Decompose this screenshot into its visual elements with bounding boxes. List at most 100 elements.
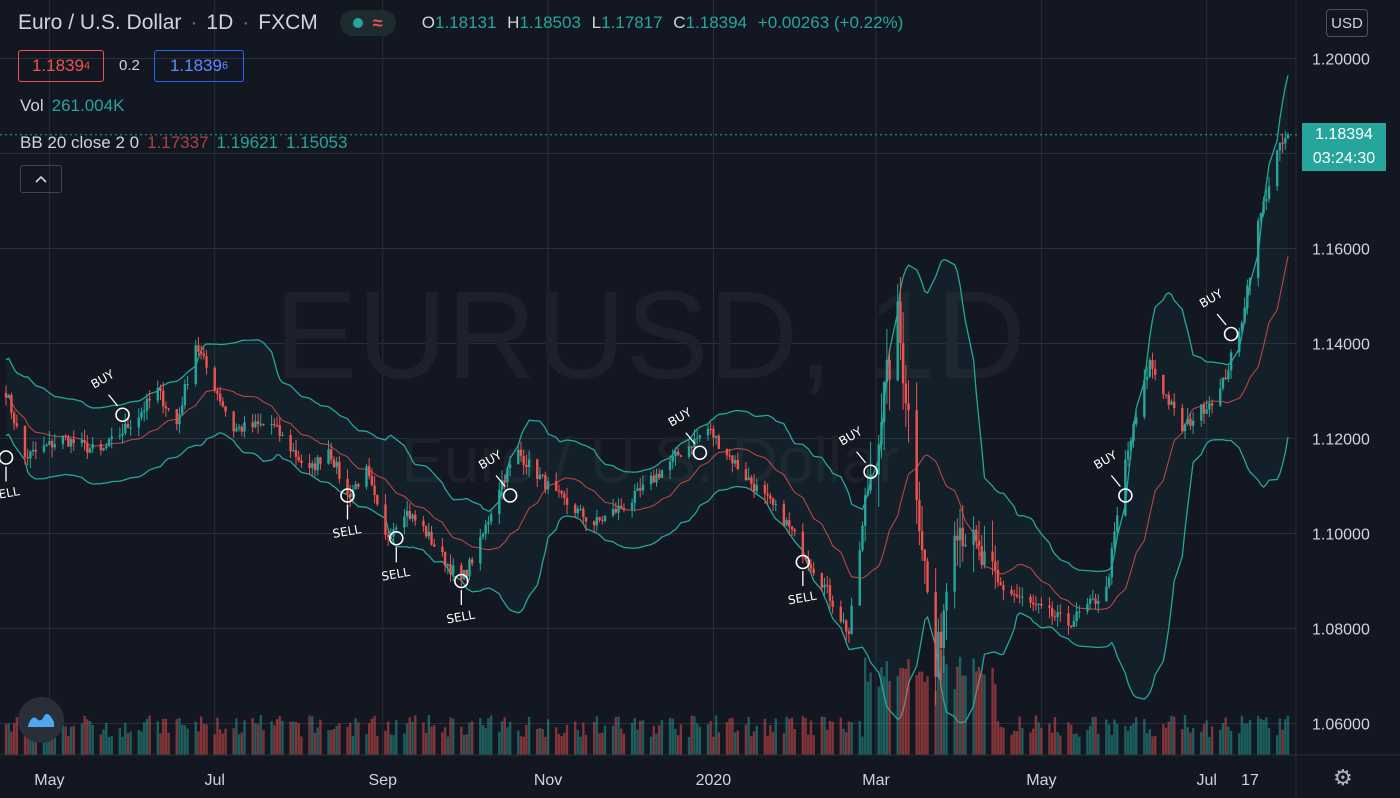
volume-bar: [386, 721, 390, 755]
volume-bar: [1132, 723, 1135, 755]
x-tick-label: May: [34, 772, 64, 789]
volume-bar: [202, 723, 206, 755]
candle-body: [717, 435, 721, 449]
volume-bar: [178, 717, 181, 755]
volume-bar: [175, 719, 178, 755]
volume-bar: [465, 734, 468, 755]
candle-body: [565, 498, 569, 505]
candle-body: [755, 485, 758, 492]
candle-body: [1107, 577, 1111, 587]
gear-icon[interactable]: ⚙: [1333, 765, 1353, 790]
candle-body: [536, 459, 539, 480]
volume-bar: [218, 729, 222, 755]
candle-body: [657, 473, 661, 478]
volume-bar: [367, 723, 371, 755]
currency-button[interactable]: USD: [1326, 9, 1368, 37]
collapse-legend-button[interactable]: [20, 165, 62, 193]
volume-bar: [330, 730, 333, 755]
candle-body: [99, 444, 103, 451]
volume-bar: [10, 731, 13, 755]
volume-bar: [67, 736, 70, 755]
candle-body: [880, 421, 883, 445]
volume-bar: [557, 734, 561, 755]
candle-body: [1010, 589, 1013, 595]
candle-body: [427, 531, 431, 537]
candle-body: [788, 520, 791, 527]
candle-body: [736, 459, 739, 470]
candle-body: [1072, 621, 1076, 627]
volume-bar: [858, 720, 861, 755]
signal-marker: [692, 445, 708, 461]
volume-bar: [148, 715, 151, 755]
candle-body: [991, 551, 994, 562]
candle-body: [996, 569, 1000, 583]
volume-bar: [820, 716, 824, 755]
volume-bar: [503, 717, 506, 755]
volume-bar: [297, 723, 300, 755]
candle-body: [1278, 142, 1282, 151]
signal-arrow: [1110, 475, 1121, 487]
volume-bar: [863, 657, 867, 755]
interval-label[interactable]: 1D: [206, 11, 234, 34]
volume-bar: [487, 718, 490, 755]
y-tick-label: 1.14000: [1312, 337, 1370, 354]
sell-button[interactable]: 1.1839 4: [18, 50, 104, 82]
candle-body: [1018, 596, 1021, 598]
candle-body: [573, 504, 577, 514]
candle-body: [240, 426, 244, 432]
volume-bar: [573, 721, 577, 755]
candle-body: [289, 435, 292, 452]
volume-bar: [411, 721, 414, 755]
signal-marker: [1118, 488, 1133, 503]
volume-bar: [1050, 732, 1054, 755]
candle-body: [294, 450, 298, 457]
candle-body: [349, 493, 352, 497]
candle-body: [12, 412, 16, 424]
candle-body: [4, 392, 8, 398]
candle-body: [782, 503, 786, 526]
candle-body: [584, 517, 588, 522]
volume-bar: [4, 723, 8, 755]
separator-dot: ·: [190, 11, 198, 34]
candle-body: [899, 301, 902, 344]
candle-body: [275, 425, 279, 427]
volume-bar: [405, 723, 409, 755]
candles: [4, 131, 1290, 706]
tradingview-logo-icon: [28, 714, 54, 727]
candle-body: [934, 592, 937, 677]
signal-marker: [115, 407, 130, 423]
volume-bar: [714, 715, 718, 755]
volume-legend[interactable]: Vol 261.004K: [20, 96, 125, 115]
candle-body: [1208, 403, 1211, 410]
volume-bar: [555, 727, 558, 755]
x-tick-label: Jul: [204, 772, 224, 789]
candle-body: [579, 508, 582, 510]
volume-bar: [937, 652, 940, 755]
x-tick-label: Jul: [1196, 772, 1216, 789]
candle-body: [86, 442, 89, 453]
market-status-pill[interactable]: ≈: [339, 10, 396, 36]
volume-bar: [121, 736, 124, 755]
candle-body: [1050, 607, 1054, 617]
candle-body: [1286, 134, 1290, 139]
buy-button[interactable]: 1.1839 6: [154, 50, 244, 82]
candle-body: [679, 455, 683, 457]
candle-body: [961, 527, 964, 547]
signal-arrow: [856, 451, 867, 464]
candle-body: [1183, 423, 1187, 432]
bollinger-legend[interactable]: BB 20 close 2 0 1.17337 1.19621 1.15053: [20, 133, 348, 152]
volume-bar: [1040, 727, 1043, 755]
candle-body: [915, 410, 918, 501]
volume-bar: [508, 721, 512, 755]
symbol-name[interactable]: Euro / U.S. Dollar: [18, 11, 182, 34]
signal-marker: [454, 573, 469, 589]
volume-bar: [1221, 723, 1225, 755]
candle-body: [1094, 598, 1097, 604]
volume-bar: [484, 728, 487, 755]
tradingview-logo[interactable]: [18, 697, 64, 743]
signal-label: SELL: [787, 589, 818, 608]
candle-body: [601, 519, 604, 521]
volume-bar: [828, 721, 832, 755]
volume-bar: [975, 671, 978, 755]
